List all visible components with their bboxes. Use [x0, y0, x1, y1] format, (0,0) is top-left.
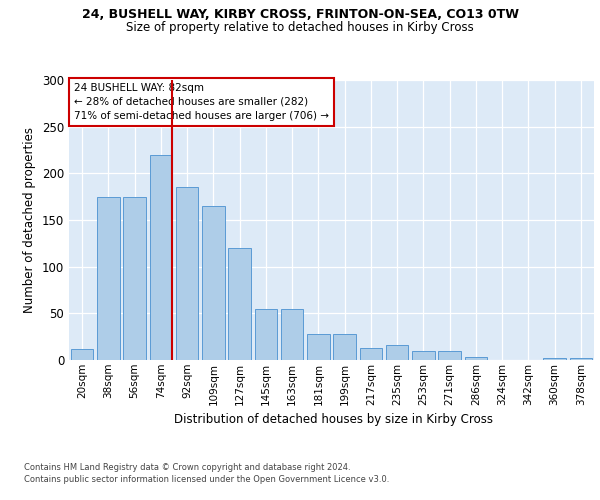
Text: 24 BUSHELL WAY: 82sqm
← 28% of detached houses are smaller (282)
71% of semi-det: 24 BUSHELL WAY: 82sqm ← 28% of detached … [74, 83, 329, 121]
Bar [281, 308, 303, 360]
Bar [465, 357, 487, 360]
Text: Distribution of detached houses by size in Kirby Cross: Distribution of detached houses by size … [173, 412, 493, 426]
Text: 24, BUSHELL WAY, KIRBY CROSS, FRINTON-ON-SEA, CO13 0TW: 24, BUSHELL WAY, KIRBY CROSS, FRINTON-ON… [82, 8, 518, 20]
Text: Size of property relative to detached houses in Kirby Cross: Size of property relative to detached ho… [126, 21, 474, 34]
Bar [386, 345, 408, 360]
Bar [229, 248, 251, 360]
Bar [570, 358, 592, 360]
Bar [176, 188, 198, 360]
Bar [412, 350, 434, 360]
Bar [202, 206, 224, 360]
Bar [334, 334, 356, 360]
Bar [439, 350, 461, 360]
Bar [71, 349, 93, 360]
Text: Contains HM Land Registry data © Crown copyright and database right 2024.: Contains HM Land Registry data © Crown c… [24, 462, 350, 471]
Y-axis label: Number of detached properties: Number of detached properties [23, 127, 37, 313]
Bar [124, 196, 146, 360]
Bar [255, 308, 277, 360]
Bar [544, 358, 566, 360]
Bar [307, 334, 329, 360]
Bar [360, 348, 382, 360]
Bar [150, 154, 172, 360]
Bar [97, 196, 119, 360]
Text: Contains public sector information licensed under the Open Government Licence v3: Contains public sector information licen… [24, 475, 389, 484]
